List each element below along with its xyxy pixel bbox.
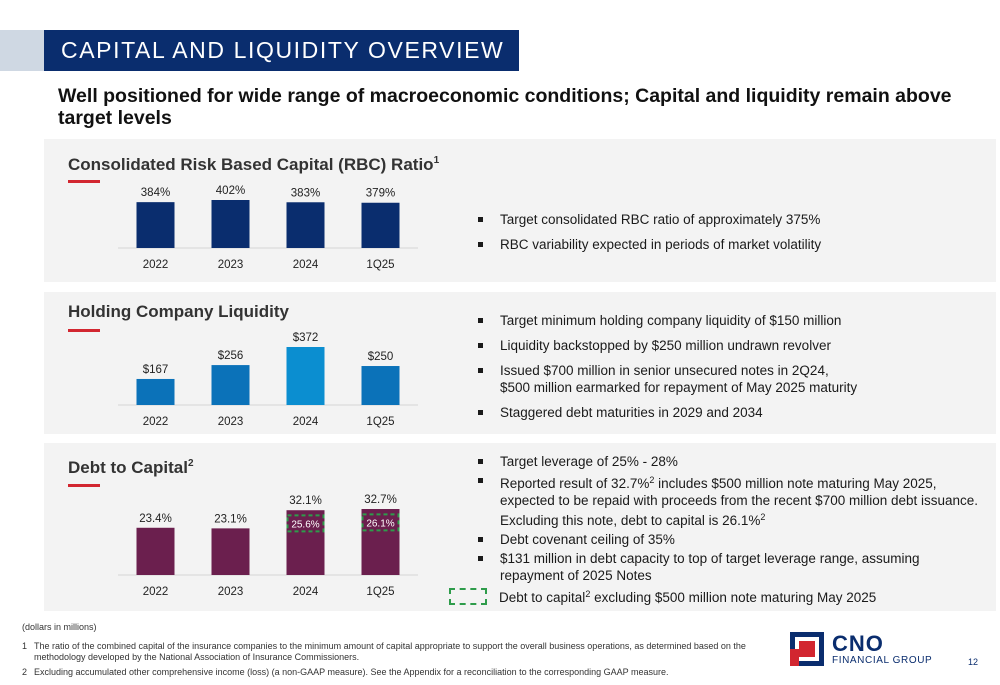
debt-bullets: Target leverage of 25% - 28% Reported re… xyxy=(474,453,984,586)
chart-data-label: $167 xyxy=(143,364,169,376)
debt-legend: Debt to capital2 excluding $500 million … xyxy=(449,588,876,605)
page-title: CAPITAL AND LIQUIDITY OVERVIEW xyxy=(44,30,519,71)
liquidity-bullet-1: Target minimum holding company liquidity… xyxy=(474,312,974,329)
chart-bar xyxy=(211,365,250,405)
debt-red-rule xyxy=(68,484,100,487)
chart-bar xyxy=(136,527,175,575)
chart-tick-label: 2022 xyxy=(143,416,169,428)
logo-tagline: FINANCIAL GROUP xyxy=(832,654,933,666)
rbc-chart: 384% 2022 402% 2023 383% 2024 379% 1Q25 xyxy=(118,185,418,271)
chart-tick-label: 2022 xyxy=(143,586,169,598)
chart-data-label: $250 xyxy=(368,351,394,363)
chart-bar xyxy=(286,347,325,405)
liquidity-bullet-2: Liquidity backstopped by $250 million un… xyxy=(474,337,974,354)
chart-data-label: 23.1% xyxy=(214,513,247,525)
rbc-red-rule xyxy=(68,180,100,183)
debt-bullet-3: Debt covenant ceiling of 35% xyxy=(474,531,984,548)
legend-dashed-box xyxy=(449,588,487,605)
chart-bar xyxy=(286,202,325,248)
liquidity-bullet-3: Issued $700 million in senior unsecured … xyxy=(474,362,974,396)
chart-tick-label: 2024 xyxy=(293,416,319,428)
cno-logo-icon xyxy=(790,632,824,666)
chart-data-label: 383% xyxy=(291,187,320,199)
chart-tick-label: 2023 xyxy=(218,259,244,271)
rbc-section-title: Consolidated Risk Based Capital (RBC) Ra… xyxy=(68,155,440,174)
debt-section-title: Debt to Capital2 xyxy=(68,458,194,477)
chart-bar xyxy=(211,200,250,248)
debt-bullet-2: Reported result of 32.7%2 includes $500 … xyxy=(474,472,984,529)
title-bar-accent xyxy=(0,30,44,71)
logo-wordmark: CNO xyxy=(832,630,884,656)
legend-text: Debt to capital2 excluding $500 million … xyxy=(499,588,877,605)
chart-tick-label: 2024 xyxy=(293,586,319,598)
debt-bullet-4: $131 million in debt capacity to top of … xyxy=(474,550,984,584)
chart-bar xyxy=(361,509,400,575)
rbc-panel xyxy=(44,139,996,282)
units-note: (dollars in millions) xyxy=(22,622,97,632)
chart-bar xyxy=(361,366,400,405)
page-subtitle: Well positioned for wide range of macroe… xyxy=(58,85,952,129)
chart-bar xyxy=(136,378,175,405)
chart-excluding-box xyxy=(286,514,325,533)
chart-data-label: $372 xyxy=(293,332,319,344)
chart-tick-label: 2023 xyxy=(218,416,244,428)
cno-logo: CNO FINANCIAL GROUP xyxy=(790,632,932,666)
chart-data-label: 384% xyxy=(141,187,170,199)
chart-excluding-box xyxy=(361,513,400,532)
footnote-2: 2 Excluding accumulated other comprehensi… xyxy=(22,667,669,677)
chart-data-label: $256 xyxy=(218,350,244,362)
chart-data-label: 402% xyxy=(216,185,245,197)
chart-data-label: 32.7% xyxy=(364,494,397,506)
liquidity-chart: $167 2022 $256 2023 $372 2024 $250 1Q25 xyxy=(118,332,418,428)
chart-excluding-label: 26.1% xyxy=(366,518,394,529)
debt-chart: 23.4% 2022 23.1% 2023 32.1% 2024 25.6% 32.7% 1Q2… xyxy=(118,494,418,598)
liquidity-bullet-4: Staggered debt maturities in 2029 and 20… xyxy=(474,404,974,421)
chart-tick-label: 2023 xyxy=(218,586,244,598)
rbc-bullets: Target consolidated RBC ratio of approxi… xyxy=(474,211,974,261)
footnote-1: 1 The ratio of the combined capital of th… xyxy=(22,641,746,662)
chart-data-label: 23.4% xyxy=(139,513,172,525)
chart-bar xyxy=(136,202,175,248)
chart-bar xyxy=(361,202,400,248)
liquidity-panel xyxy=(44,292,996,434)
liquidity-red-rule xyxy=(68,329,100,332)
chart-tick-label: 1Q25 xyxy=(366,586,394,598)
rbc-bullet-1: Target consolidated RBC ratio of approxi… xyxy=(474,211,974,228)
debt-panel xyxy=(44,443,996,611)
chart-tick-label: 2022 xyxy=(143,259,169,271)
page-number: 12 xyxy=(968,657,979,667)
liquidity-bullets: Target minimum holding company liquidity… xyxy=(474,312,974,429)
chart-data-label: 379% xyxy=(366,188,395,200)
chart-tick-label: 2024 xyxy=(293,259,319,271)
chart-excluding-label: 25.6% xyxy=(291,519,319,530)
liquidity-section-title: Holding Company Liquidity xyxy=(68,302,289,321)
chart-tick-label: 1Q25 xyxy=(366,259,394,271)
chart-data-label: 32.1% xyxy=(289,495,322,507)
rbc-bullet-2: RBC variability expected in periods of m… xyxy=(474,236,974,253)
chart-bar xyxy=(286,510,325,575)
chart-tick-label: 1Q25 xyxy=(366,416,394,428)
chart-bar xyxy=(211,528,250,575)
debt-bullet-1: Target leverage of 25% - 28% xyxy=(474,453,984,470)
